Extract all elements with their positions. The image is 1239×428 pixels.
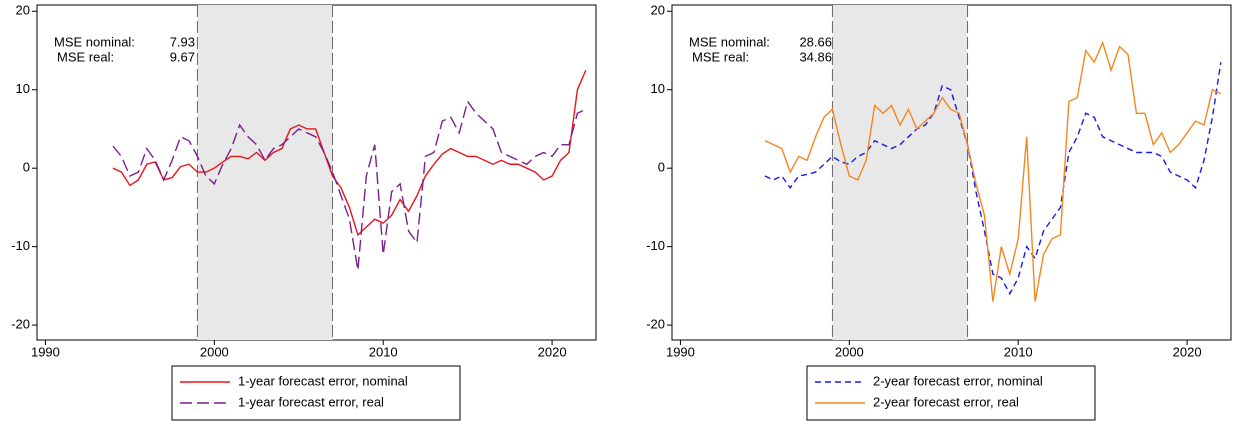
shaded-period	[832, 5, 968, 340]
series-line	[764, 40, 1222, 302]
shaded-period	[197, 5, 333, 340]
annotation-value: 7.93	[170, 34, 195, 49]
y-tick-label: 20	[16, 3, 30, 18]
y-tick-label: 10	[651, 81, 665, 96]
x-tick-label: 1990	[666, 344, 695, 359]
y-tick-label: 0	[658, 160, 665, 175]
legend-label: 1-year forecast error, real	[238, 394, 384, 409]
x-tick-label: 2010	[1004, 344, 1033, 359]
x-tick-label: 2020	[1173, 344, 1202, 359]
y-tick-label: -10	[646, 238, 665, 253]
y-tick-label: -10	[11, 238, 30, 253]
annotation-label: MSE nominal:	[689, 34, 770, 49]
x-tick-label: 2020	[538, 344, 567, 359]
annotation-label: MSE nominal:	[54, 34, 135, 49]
y-tick-label: 10	[16, 81, 30, 96]
annotation-value: 34.86	[799, 49, 832, 64]
series-line	[112, 99, 587, 271]
series-line	[764, 62, 1222, 296]
legend-label: 2-year forecast error, nominal	[873, 373, 1043, 388]
legend-box	[171, 365, 461, 421]
legend-box	[806, 365, 1096, 421]
legend-label: 2-year forecast error, real	[873, 394, 1019, 409]
y-tick-label: 20	[651, 3, 665, 18]
x-tick-label: 1990	[31, 344, 60, 359]
x-tick-label: 2010	[369, 344, 398, 359]
annotation-label: MSE real:	[692, 49, 749, 64]
annotation-value: 9.67	[170, 49, 195, 64]
legend-label: 1-year forecast error, nominal	[238, 373, 408, 388]
x-tick-label: 2000	[200, 344, 229, 359]
annotation-value: 28.66	[799, 34, 832, 49]
x-tick-label: 2000	[835, 344, 864, 359]
y-tick-label: -20	[646, 317, 665, 332]
series-line	[112, 69, 587, 237]
y-tick-label: -20	[11, 317, 30, 332]
annotation-label: MSE real:	[57, 49, 114, 64]
y-tick-label: 0	[23, 160, 30, 175]
